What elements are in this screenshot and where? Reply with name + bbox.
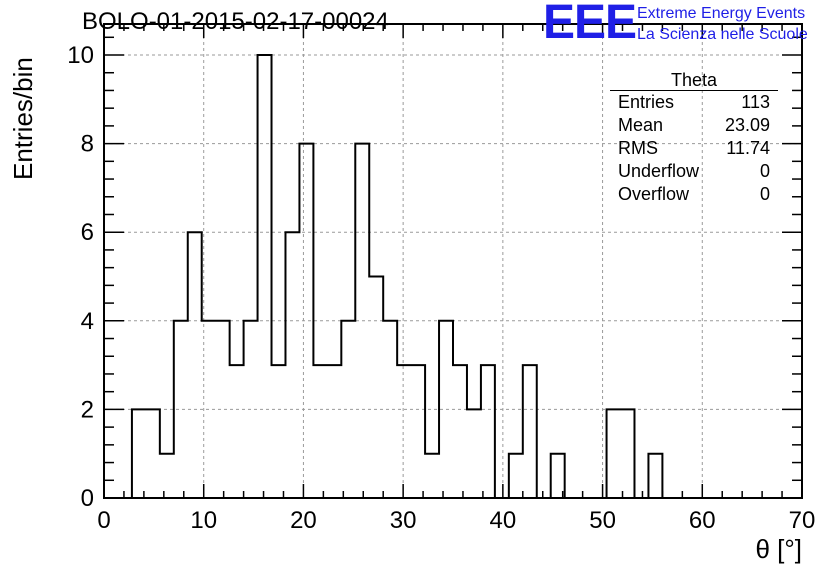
stats-row-mean: Mean 23.09 bbox=[610, 114, 778, 137]
histogram-bin bbox=[425, 454, 439, 498]
histogram-bin bbox=[258, 55, 272, 498]
y-tick-label: 2 bbox=[81, 396, 94, 423]
histogram-bin bbox=[397, 365, 411, 498]
chart-title: BOLO-01-2015-02-17-00024 bbox=[82, 8, 389, 35]
histogram-bin bbox=[327, 365, 341, 498]
stats-value: 11.74 bbox=[726, 138, 770, 158]
histogram-bin bbox=[146, 409, 160, 498]
y-tick-label: 6 bbox=[81, 219, 94, 246]
stats-label: Underflow bbox=[618, 161, 700, 181]
tick-labels: 0 10 20 30 40 50 60 70 0 2 4 6 8 10 bbox=[67, 42, 815, 534]
histogram-bin bbox=[299, 144, 313, 498]
x-tick-label: 0 bbox=[97, 507, 110, 534]
histogram-bin bbox=[607, 409, 621, 498]
axis-ticks bbox=[103, 24, 803, 499]
y-tick-label: 10 bbox=[67, 42, 94, 69]
stats-value: 113 bbox=[741, 92, 770, 112]
stats-box: Theta Entries 113 Mean 23.09 RMS 11.74 U… bbox=[610, 70, 778, 206]
histogram-bin bbox=[174, 321, 188, 498]
histogram-bin bbox=[244, 321, 258, 498]
x-tick-label: 20 bbox=[290, 507, 317, 534]
stats-box-title: Theta bbox=[610, 70, 778, 91]
stats-row-underflow: Underflow 0 bbox=[610, 160, 778, 183]
y-tick-label: 4 bbox=[81, 308, 94, 335]
histogram-bin bbox=[369, 277, 383, 498]
x-tick-label: 50 bbox=[589, 507, 616, 534]
x-tick-label: 60 bbox=[689, 507, 716, 534]
stats-row-overflow: Overflow 0 bbox=[610, 183, 778, 206]
histogram-bin bbox=[132, 409, 146, 498]
x-tick-label: 40 bbox=[490, 507, 517, 534]
histogram-bin bbox=[621, 409, 635, 498]
histogram-bin bbox=[188, 232, 202, 498]
x-tick-label: 70 bbox=[789, 507, 816, 534]
stats-row-entries: Entries 113 bbox=[610, 91, 778, 114]
histogram-bin bbox=[341, 321, 355, 498]
histogram-bin bbox=[355, 144, 369, 498]
histogram-bin bbox=[230, 365, 244, 498]
plot-frame bbox=[103, 23, 803, 499]
stats-label: RMS bbox=[618, 138, 658, 158]
stats-value: 0 bbox=[759, 161, 770, 181]
stats-value: 23.09 bbox=[724, 115, 770, 135]
histogram-bin bbox=[202, 321, 216, 498]
stats-label: Mean bbox=[618, 115, 664, 135]
stats-value: 0 bbox=[759, 184, 770, 204]
histogram-bin bbox=[467, 409, 481, 498]
stats-row-rms: RMS 11.74 bbox=[610, 137, 778, 160]
y-tick-label: 8 bbox=[81, 131, 94, 158]
logo-caption-line1: Extreme Energy Events bbox=[637, 5, 806, 22]
histogram-bin bbox=[411, 365, 425, 498]
histogram-bin bbox=[285, 232, 299, 498]
histogram-bin bbox=[648, 454, 662, 498]
histogram-bin bbox=[313, 365, 327, 498]
histogram-bin bbox=[160, 454, 174, 498]
histogram-bin bbox=[509, 454, 523, 498]
y-tick-label: 0 bbox=[81, 485, 94, 512]
histogram-bin bbox=[453, 365, 467, 498]
stats-label: Entries bbox=[618, 92, 675, 112]
eee-logo: EEE bbox=[543, 0, 637, 49]
histogram-bin bbox=[523, 365, 537, 498]
plot-border bbox=[103, 23, 803, 499]
histogram-bin bbox=[383, 321, 397, 498]
x-tick-label: 10 bbox=[190, 507, 217, 534]
histogram-bin bbox=[216, 321, 230, 498]
logo-caption: Extreme Energy Events La Scienza nelle S… bbox=[637, 3, 808, 45]
x-tick-label: 30 bbox=[390, 507, 417, 534]
histogram-bin bbox=[481, 365, 495, 498]
logo-caption-line2: La Scienza nelle Scuole bbox=[637, 26, 808, 43]
histogram-bin bbox=[272, 365, 286, 498]
histogram-bin bbox=[439, 321, 453, 498]
y-axis-label: Entries/bin bbox=[8, 57, 38, 180]
stats-label: Overflow bbox=[618, 184, 690, 204]
x-axis-label: θ [°] bbox=[755, 534, 802, 564]
y-axis-label-wrap: Entries/bin bbox=[8, 57, 44, 181]
